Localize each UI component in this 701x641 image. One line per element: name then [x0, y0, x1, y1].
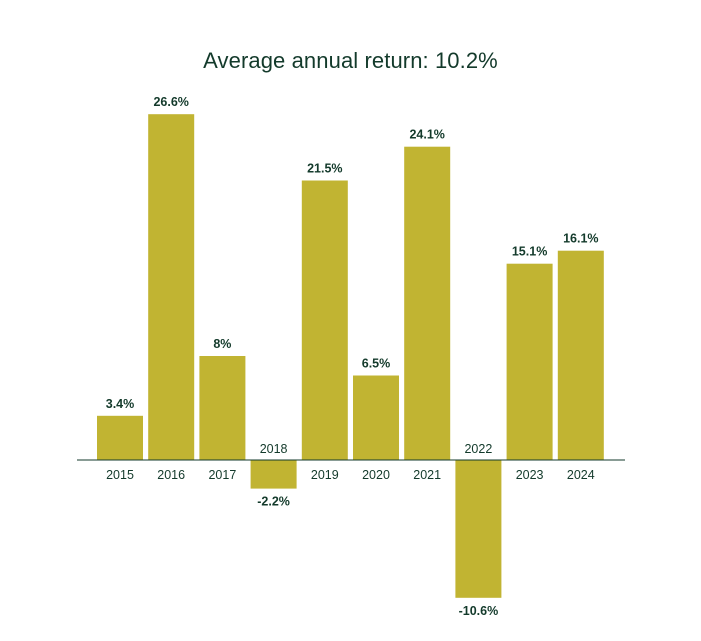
category-label-2020: 2020 [362, 468, 390, 482]
value-label-2023: 15.1% [512, 245, 547, 259]
value-label-2016: 26.6% [153, 95, 188, 109]
category-label-2017: 2017 [208, 468, 236, 482]
chart-title: Average annual return: 10.2% [203, 48, 498, 73]
bar-2024 [557, 250, 604, 460]
value-label-2020: 6.5% [362, 357, 391, 371]
bar-2015 [97, 415, 143, 460]
category-label-2024: 2024 [567, 468, 595, 482]
category-label-2023: 2023 [516, 468, 544, 482]
value-label-2015: 3.4% [106, 397, 135, 411]
bar-2018 [250, 460, 297, 489]
bar-2019 [301, 180, 348, 460]
category-label-2018: 2018 [260, 442, 288, 456]
value-label-2021: 24.1% [409, 128, 444, 142]
category-label-2021: 2021 [413, 468, 441, 482]
category-label-2015: 2015 [106, 468, 134, 482]
value-label-2024: 16.1% [563, 232, 598, 246]
bar-2020 [353, 375, 399, 460]
bar-2023 [506, 263, 553, 460]
category-label-2016: 2016 [157, 468, 185, 482]
bar-2017 [199, 356, 246, 460]
bar-2021 [404, 146, 451, 460]
value-label-2022: -10.6% [459, 604, 499, 618]
bar-2022 [455, 460, 502, 598]
value-label-2018: -2.2% [257, 495, 290, 509]
category-label-2019: 2019 [311, 468, 339, 482]
value-label-2019: 21.5% [307, 162, 342, 176]
category-label-2022: 2022 [464, 442, 492, 456]
value-label-2017: 8% [213, 337, 231, 351]
bar-2016 [148, 114, 195, 460]
